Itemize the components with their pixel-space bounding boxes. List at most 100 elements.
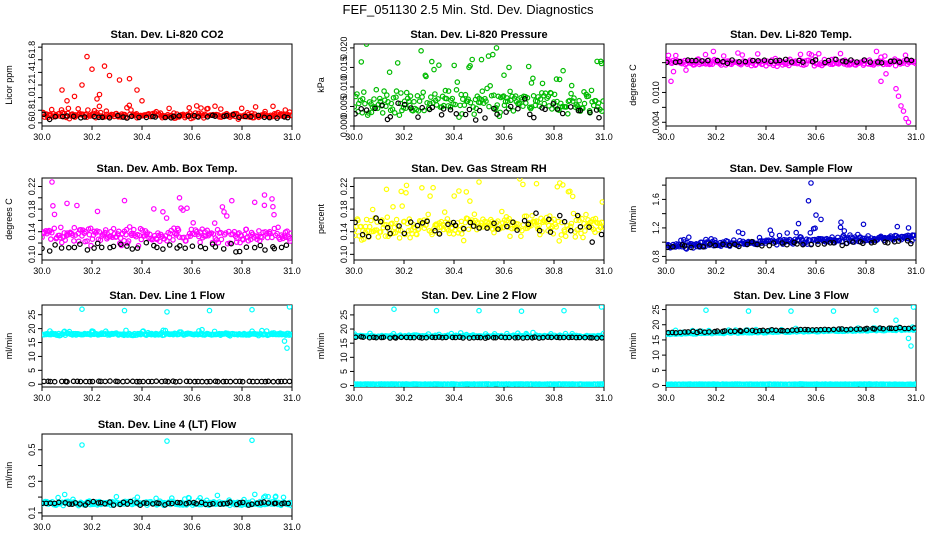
data-point-primary [97, 109, 104, 116]
data-point-reference [207, 378, 213, 385]
data-point-reference [124, 115, 130, 121]
data-point-primary [96, 229, 103, 235]
data-point-reference [599, 335, 604, 341]
data-point-primary [570, 210, 577, 217]
data-point-reference [666, 244, 671, 251]
data-point-primary [354, 104, 358, 110]
data-point-primary [530, 75, 536, 82]
y-tick-label: 10 [651, 350, 661, 360]
data-point-reference [401, 101, 408, 108]
x-tick-label: 30.6 [807, 266, 825, 276]
y-tick-label: 0.10 [27, 246, 37, 264]
data-point-primary [259, 234, 265, 241]
data-point-reference [140, 378, 146, 385]
data-point-reference [69, 501, 76, 508]
x-tick-label: 30.2 [83, 393, 101, 403]
data-point-primary [288, 331, 292, 338]
data-point-primary [50, 203, 56, 209]
data-point-reference [257, 242, 264, 249]
data-point-outlier [670, 68, 677, 75]
data-point-outlier [905, 225, 912, 231]
x-tick-label: 30.6 [495, 132, 513, 142]
data-point-reference [577, 107, 584, 114]
data-point-primary [503, 95, 510, 101]
data-point-reference [396, 223, 402, 229]
data-point-reference [729, 57, 735, 63]
data-point-reference [215, 378, 221, 385]
x-tick-label: 30.4 [445, 266, 463, 276]
data-point-reference [439, 334, 446, 341]
data-point-reference [177, 378, 183, 385]
data-point-outlier [176, 195, 183, 201]
points-group [666, 180, 916, 252]
data-point-primary [166, 105, 172, 112]
data-point-primary [533, 218, 540, 224]
data-point-reference [373, 334, 380, 341]
data-point-reference [784, 241, 790, 248]
data-point-reference [514, 227, 520, 233]
data-point-primary [460, 237, 467, 244]
data-point-primary [384, 214, 391, 221]
data-point-outlier [281, 338, 288, 344]
data-point-primary [433, 102, 440, 108]
data-point-primary [756, 234, 763, 241]
data-point-primary [564, 111, 571, 117]
points-group [354, 178, 604, 245]
data-point-reference [586, 224, 592, 230]
data-point-primary [471, 211, 478, 218]
data-point-primary [902, 52, 909, 59]
data-point-reference [681, 243, 688, 249]
data-point-outlier [59, 87, 65, 93]
x-tick-label: 30.4 [133, 522, 151, 532]
data-point-reference [255, 112, 262, 119]
y-tick-label: 0.010 [651, 81, 661, 104]
data-point-primary [358, 59, 365, 65]
data-point-outlier [903, 115, 909, 122]
data-point-primary [160, 209, 166, 215]
data-point-outlier [893, 317, 899, 324]
x-tick-label: 30.2 [707, 266, 725, 276]
data-point-primary [564, 223, 570, 229]
data-point-reference [749, 327, 756, 334]
data-point-outlier [745, 308, 752, 314]
x-tick-label: 30.4 [757, 132, 775, 142]
data-point-primary [537, 96, 544, 102]
data-point-reference [467, 219, 474, 226]
data-point-reference [438, 112, 445, 118]
data-point-primary [125, 238, 132, 244]
panel-9: Stan. Dev. Line 4 (LT) Flow ml/min 30.0 30.… [4, 419, 301, 532]
data-point-primary [42, 234, 45, 241]
data-point-primary [390, 95, 397, 101]
data-point-reference [106, 115, 113, 121]
data-point-primary [912, 235, 916, 241]
panel-title: Stan. Dev. Li-820 Temp. [730, 29, 852, 41]
data-point-primary [569, 98, 576, 104]
data-point-reference [699, 58, 705, 64]
data-point-reference [120, 114, 127, 120]
points-group [42, 305, 292, 385]
y-axis-label: ml/min [4, 333, 14, 360]
data-point-primary [666, 52, 672, 59]
data-point-primary [470, 104, 477, 110]
y-tick-label: 0.18 [339, 200, 349, 218]
panel-title: Stan. Dev. Li-820 CO2 [111, 29, 224, 41]
data-point-reference [156, 500, 162, 507]
data-point-primary [440, 226, 447, 233]
data-point-reference [209, 112, 216, 119]
y-tick-label: 20 [651, 320, 661, 330]
data-point-primary [512, 93, 519, 99]
data-point-primary [416, 98, 423, 105]
x-tick-label: 30.8 [233, 132, 251, 142]
data-point-primary [65, 105, 72, 112]
data-point-reference [843, 240, 850, 247]
y-tick-label: 25 [651, 305, 661, 315]
data-point-primary [873, 48, 880, 55]
data-point-reference [744, 241, 751, 248]
data-point-reference [669, 329, 676, 336]
data-point-reference [800, 59, 806, 66]
data-point-primary [212, 103, 218, 110]
data-point-primary [157, 238, 163, 245]
data-point-reference [884, 240, 891, 246]
data-point-reference [134, 245, 141, 251]
data-point-primary [184, 205, 190, 212]
